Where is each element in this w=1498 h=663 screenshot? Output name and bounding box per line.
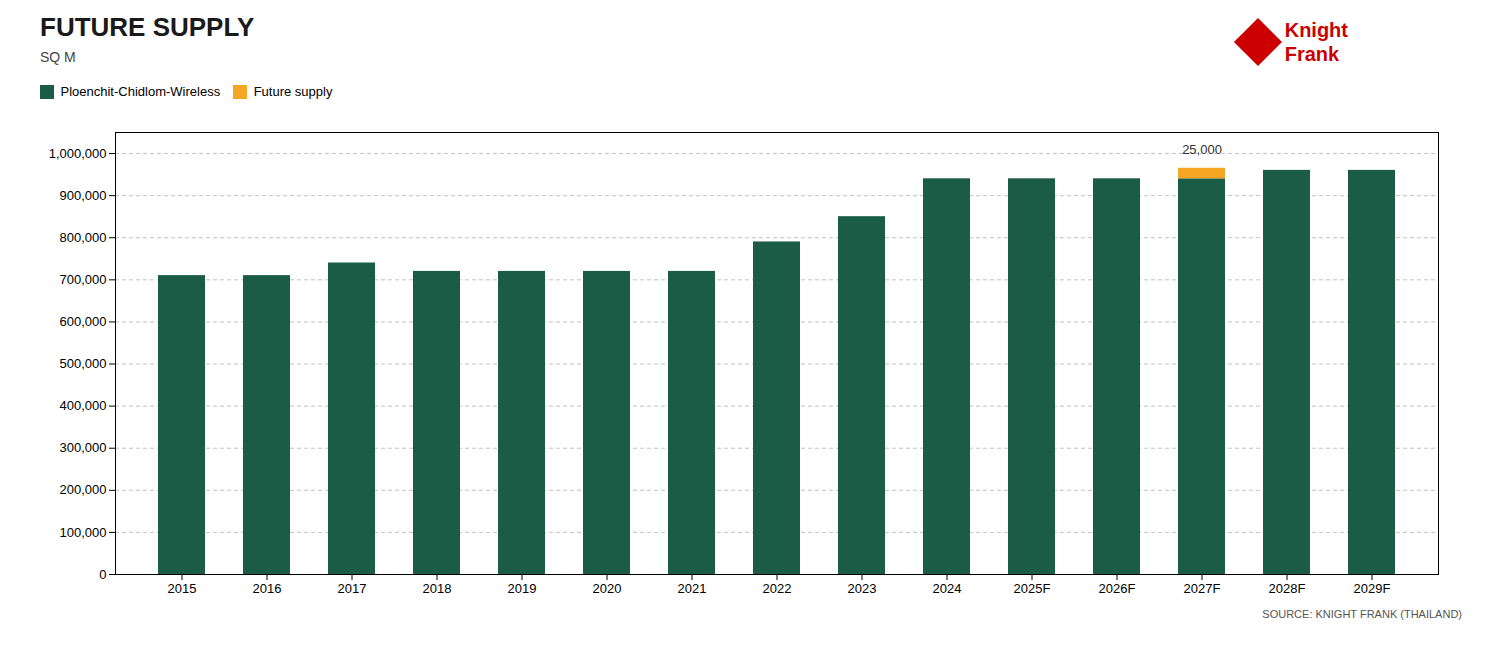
html-text:SQ M: SQ M: [40, 49, 76, 65]
svg-text:2020: 2020: [593, 581, 622, 596]
svg-text:500,000: 500,000: [60, 356, 107, 371]
svg-text:2016: 2016: [253, 581, 282, 596]
svg-text:700,000: 700,000: [60, 272, 107, 287]
html-text:FUTURE SUPPLY: FUTURE SUPPLY: [40, 12, 255, 42]
svg-text:2027F: 2027F: [1184, 581, 1221, 596]
html-text:Ploenchit-Chidlom-Wireless: Ploenchit-Chidlom-Wireless: [60, 84, 221, 99]
svg-text:800,000: 800,000: [60, 230, 107, 245]
svg-text:2017: 2017: [338, 581, 367, 596]
svg-text:2022: 2022: [763, 581, 792, 596]
svg-text:2025F: 2025F: [1014, 581, 1051, 596]
svg-text:25,000: 25,000: [1182, 142, 1222, 157]
html-text:Future supply: Future supply: [253, 84, 333, 99]
svg-text:2019: 2019: [508, 581, 537, 596]
svg-text:100,000: 100,000: [60, 525, 107, 540]
svg-text:2018: 2018: [423, 581, 452, 596]
svg-text:2029F: 2029F: [1354, 581, 1391, 596]
svg-text:600,000: 600,000: [60, 314, 107, 329]
svg-text:300,000: 300,000: [60, 440, 107, 455]
svg-text:900,000: 900,000: [60, 188, 107, 203]
svg-text:2026F: 2026F: [1099, 581, 1136, 596]
svg-text:200,000: 200,000: [60, 482, 107, 497]
svg-text:0: 0: [99, 567, 106, 582]
svg-text:1,000,000: 1,000,000: [49, 146, 107, 161]
svg-text:2023: 2023: [848, 581, 877, 596]
svg-text:2024: 2024: [933, 581, 962, 596]
svg-text:2028F: 2028F: [1269, 581, 1306, 596]
html-text:SOURCE: KNIGHT FRANK (THAILAND: SOURCE: KNIGHT FRANK (THAILAND): [1262, 608, 1462, 620]
html-text:Knight Frank: Knight Frank: [1284, 19, 1348, 65]
svg-text:2015: 2015: [168, 581, 197, 596]
svg-text:400,000: 400,000: [60, 398, 107, 413]
svg-text:2021: 2021: [678, 581, 707, 596]
